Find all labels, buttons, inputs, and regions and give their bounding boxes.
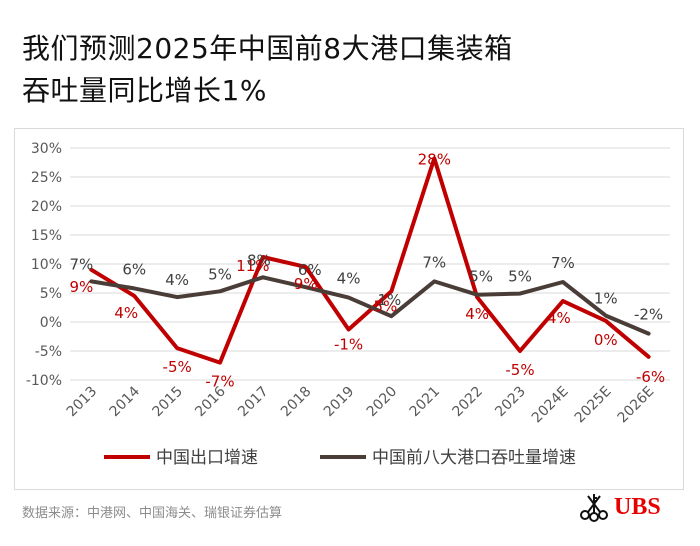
x-tick-label: 2025E [572, 384, 615, 427]
port-data-label: 7% [70, 255, 94, 273]
port-data-label: 5% [508, 268, 532, 286]
port-data-label: 6% [298, 261, 322, 279]
port-data-label: 5% [469, 268, 493, 286]
x-tick-label: 2021 [407, 384, 444, 421]
port-data-label: 8% [247, 251, 271, 269]
y-tick-label: 15% [31, 228, 62, 244]
chart-title-line-2: 吞吐量同比增长1% [22, 74, 267, 107]
y-tick-label: -10% [26, 373, 62, 389]
export-data-label: -5% [505, 361, 534, 379]
port-data-label: 7% [422, 253, 446, 271]
export-data-label: 4% [114, 304, 138, 322]
export-data-label: -7% [205, 373, 234, 391]
y-tick-label: 30% [31, 141, 62, 157]
chart-title-line-1: 我们预测2025年中国前8大港口集装箱 [22, 32, 513, 65]
chart-title: 我们预测2025年中国前8大港口集装箱 吞吐量同比增长1% [22, 28, 662, 112]
ubs-logo-text: UBS [614, 494, 661, 520]
ubs-logo: UBS [578, 490, 686, 524]
port-throughput-line [89, 275, 651, 336]
export-data-label: -5% [163, 358, 192, 376]
x-tick-label: 2014 [107, 383, 144, 420]
legend-label-export: 中国出口增速 [156, 448, 258, 468]
export-data-label: 0% [594, 331, 618, 349]
y-tick-label: 0% [40, 315, 62, 331]
port-data-label: 4% [337, 270, 361, 288]
port-data-label: 4% [165, 271, 189, 289]
y-tick-label: 25% [31, 170, 62, 186]
y-tick-label: 10% [31, 257, 62, 273]
port-data-label: 5% [208, 265, 232, 283]
x-tick-label: 2024E [529, 384, 572, 427]
port-data-label: 1% [378, 291, 402, 309]
export-data-label: 11% [236, 257, 269, 275]
y-tick-label: 20% [31, 199, 62, 215]
export-data-label: 5% [374, 297, 398, 315]
export-data-label: 4% [465, 305, 489, 323]
x-tick-label: 2023 [492, 384, 529, 421]
chart-frame [14, 128, 684, 490]
port-data-label: -2% [634, 306, 663, 324]
x-tick-label: 2017 [235, 384, 272, 421]
export-data-label: 4% [547, 309, 571, 327]
y-tick-label: -5% [35, 344, 62, 360]
x-tick-label: 2019 [321, 384, 358, 421]
port-data-label: 1% [594, 290, 618, 308]
x-tick-label: 2013 [64, 384, 101, 421]
x-tick-label: 2020 [364, 384, 401, 421]
x-tick-label: 2015 [149, 384, 186, 421]
export-data-label: 9% [294, 275, 318, 293]
port-data-label: 6% [122, 260, 146, 278]
x-tick-label: 2022 [449, 384, 486, 421]
source-note: 数据来源：中港网、中国海关、瑞银证券估算 [22, 506, 283, 521]
x-tick-label: 2018 [278, 384, 315, 421]
ubs-keys-icon [580, 494, 608, 522]
export-growth-line [89, 156, 651, 365]
export-data-label: -6% [636, 368, 665, 386]
export-data-label: 9% [70, 278, 94, 296]
y-tick-label: 5% [40, 286, 62, 302]
port-data-label: 7% [551, 254, 575, 272]
export-data-label: -1% [334, 336, 363, 354]
legend-label-port: 中国前八大港口吞吐量增速 [372, 448, 576, 468]
export-data-label: 28% [418, 150, 451, 168]
x-tick-label: 2026E [615, 384, 658, 427]
